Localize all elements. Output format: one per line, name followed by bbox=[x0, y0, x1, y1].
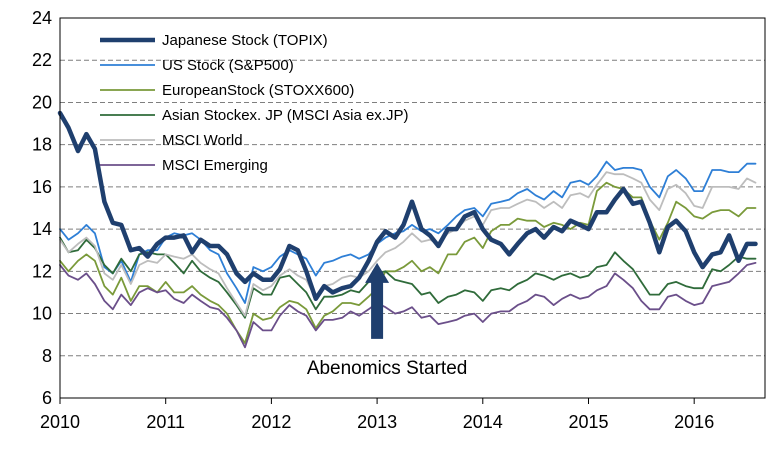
y-tick-label: 18 bbox=[32, 135, 52, 155]
legend-label: US Stock (S&P500) bbox=[162, 57, 294, 74]
y-tick-label: 6 bbox=[42, 388, 52, 408]
series-line bbox=[59, 171, 757, 317]
grid bbox=[60, 59, 765, 357]
plot-frame bbox=[59, 17, 766, 399]
series-lines bbox=[57, 110, 758, 349]
series-line bbox=[59, 160, 757, 304]
series-line bbox=[59, 181, 757, 344]
x-tick-label: 2013 bbox=[357, 412, 397, 432]
arrow-icon bbox=[365, 262, 390, 339]
legend-label: MSCI Emerging bbox=[162, 157, 268, 174]
legend-label: Japanese Stock (TOPIX) bbox=[162, 32, 328, 49]
axes: 6 8 10 12 14 16 18 20 22 24 2010 2011 2012 2013 2014 20… bbox=[32, 8, 766, 432]
y-tick-label: 12 bbox=[32, 261, 52, 281]
x-tick-label: 2014 bbox=[463, 412, 503, 432]
legend-label: EuropeanStock (STOXX600) bbox=[162, 82, 354, 99]
x-tick-label: 2010 bbox=[40, 412, 80, 432]
y-tick-label: 20 bbox=[32, 92, 52, 112]
annotation-label: Abenomics Started bbox=[307, 358, 468, 379]
y-tick-label: 22 bbox=[32, 50, 52, 70]
series-line bbox=[57, 110, 758, 302]
annotation: Abenomics Started bbox=[307, 262, 468, 379]
x-tick-label: 2011 bbox=[146, 412, 185, 432]
legend: Japanese Stock (TOPIX) US Stock (S&P500) E… bbox=[100, 32, 408, 174]
legend-label: MSCI World bbox=[162, 132, 243, 149]
y-tick-label: 24 bbox=[32, 8, 52, 28]
x-tick-label: 2012 bbox=[251, 412, 291, 432]
x-tick-label: 2016 bbox=[674, 412, 714, 432]
y-tick-label: 14 bbox=[32, 219, 52, 239]
series-line bbox=[59, 262, 757, 349]
y-tick-label: 16 bbox=[32, 177, 52, 197]
y-tick-label: 8 bbox=[42, 346, 52, 366]
x-tick-label: 2015 bbox=[568, 412, 608, 432]
legend-label: Asian Stockex. JP (MSCI Asia ex.JP) bbox=[162, 107, 408, 124]
series-line bbox=[59, 236, 757, 319]
y-tick-label: 10 bbox=[32, 304, 52, 324]
